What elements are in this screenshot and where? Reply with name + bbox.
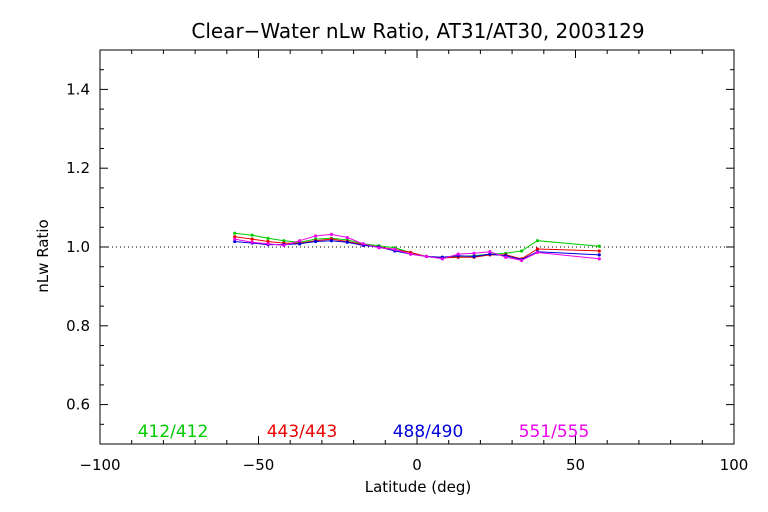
data-point [282, 243, 286, 248]
data-point [456, 252, 460, 256]
y-tick-label: 0.6 [66, 396, 90, 414]
x-tick-label: −100 [79, 456, 120, 474]
x-tick-label: 50 [566, 456, 585, 474]
data-point [535, 239, 540, 243]
y-tick-label: 1.0 [66, 238, 90, 256]
data-point [282, 239, 286, 243]
data-point [313, 239, 318, 244]
series-488-490 [233, 239, 601, 262]
series-551-555 [233, 232, 601, 262]
legend-entry: 412/412 [138, 422, 209, 442]
data-point [488, 252, 492, 256]
data-point [597, 253, 601, 257]
legend: 412/412 443/443 488/490 551/555 [138, 422, 590, 442]
data-point [488, 250, 492, 254]
data-point [298, 239, 302, 243]
data-point [504, 255, 508, 259]
data-point [472, 251, 476, 255]
data-point [233, 235, 237, 239]
data-point [266, 239, 270, 244]
data-point [597, 257, 601, 261]
data-point [597, 249, 601, 253]
x-axis-label: Latitude (deg) [365, 478, 471, 496]
data-point [329, 239, 334, 243]
tick-labels: −100 −50 0 50 100 0.6 0.8 1.0 1.2 1.4 [66, 80, 748, 474]
data-point [266, 236, 270, 240]
data-point [250, 240, 254, 244]
data-point [250, 237, 254, 241]
data-point [345, 235, 349, 240]
y-tick-label: 1.4 [66, 80, 90, 98]
data-point [250, 233, 254, 237]
legend-entry: 551/555 [519, 422, 590, 442]
data-point [313, 234, 318, 238]
data-point [597, 244, 601, 248]
data-point [424, 254, 429, 259]
x-tick-label: 100 [720, 456, 749, 474]
data-point [233, 239, 237, 244]
data-point [266, 242, 270, 246]
data-point [361, 242, 365, 246]
data-point [535, 250, 540, 255]
chart-title: Clear−Water nLw Ratio, AT31/AT30, 200312… [191, 19, 644, 43]
axis-ticks [99, 49, 735, 445]
data-point [409, 252, 413, 256]
legend-entry: 443/443 [267, 422, 338, 442]
data-point [233, 237, 237, 241]
data-point [377, 246, 381, 250]
legend-entry: 488/490 [393, 422, 464, 442]
data-point [329, 232, 334, 236]
data-point [440, 257, 444, 261]
series-layer [233, 231, 601, 262]
data-point [472, 254, 476, 259]
data-point [535, 247, 540, 251]
y-tick-label: 0.8 [66, 317, 90, 335]
data-point [520, 249, 524, 253]
y-axis-label: nLw Ratio [34, 219, 52, 292]
data-point [298, 242, 302, 246]
data-point [520, 258, 524, 262]
x-tick-label: 0 [412, 456, 422, 474]
y-tick-label: 1.2 [66, 159, 90, 177]
x-tick-label: −50 [243, 456, 275, 474]
series-443-443 [233, 235, 601, 261]
data-point [345, 240, 349, 244]
data-point [233, 231, 237, 235]
data-point [393, 247, 397, 251]
